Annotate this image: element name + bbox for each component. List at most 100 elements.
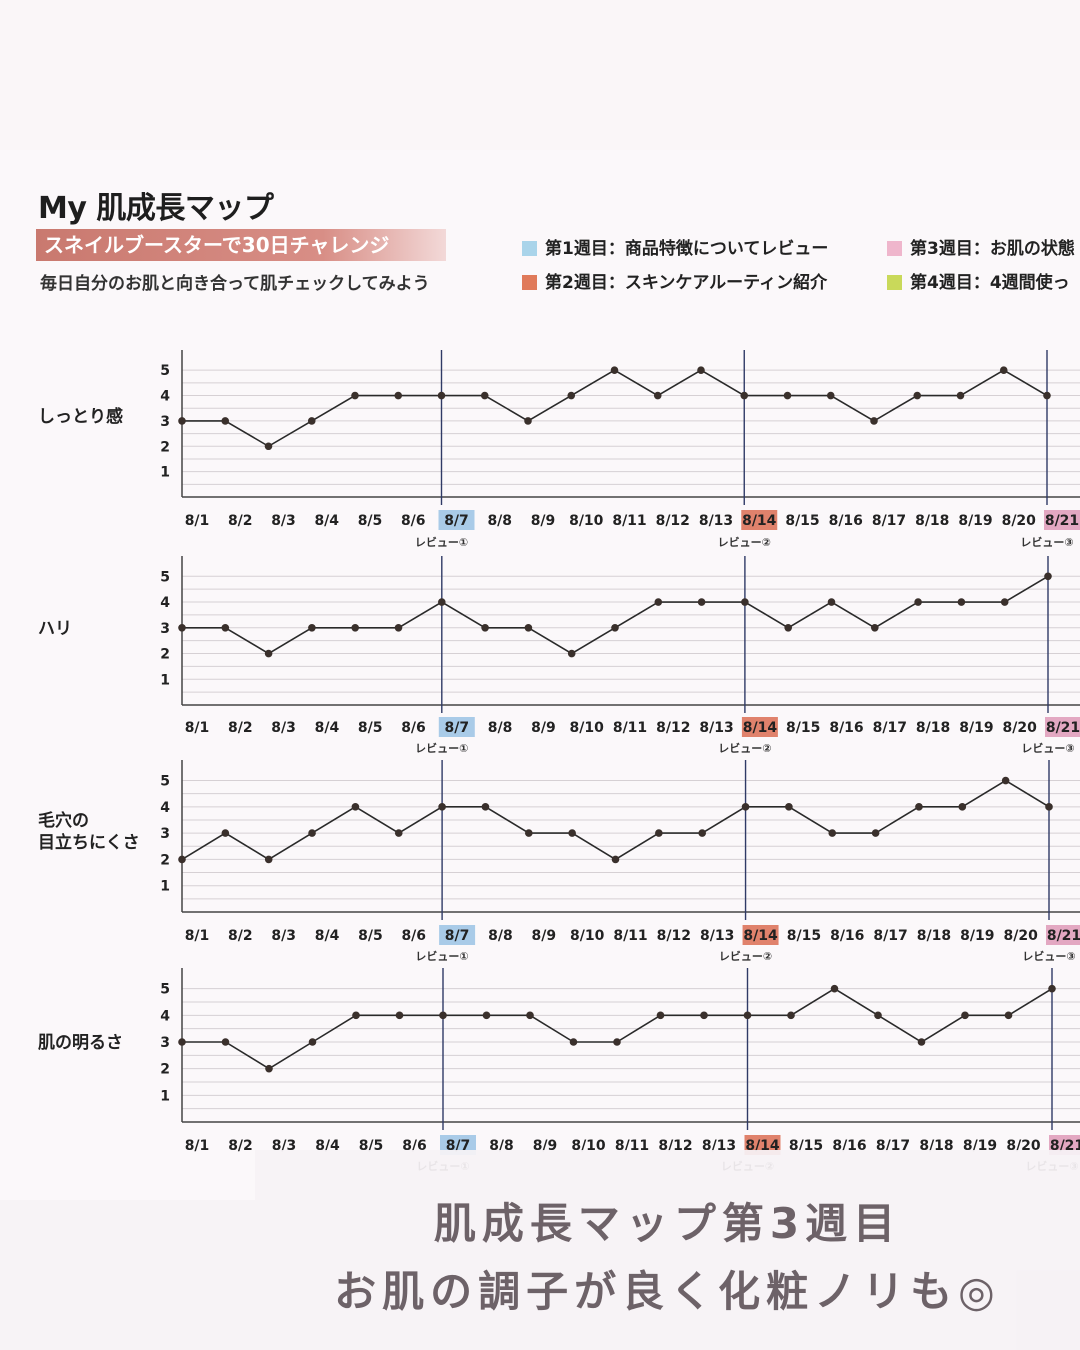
date-highlight xyxy=(1045,717,1080,737)
x-tick-label: 8/2 xyxy=(228,720,253,736)
data-point xyxy=(308,623,316,632)
row-label-brightness-text: 肌の明るさ xyxy=(38,1033,123,1053)
data-point xyxy=(827,598,836,606)
x-tick-label: 8/6 xyxy=(401,513,426,529)
data-point xyxy=(568,829,576,837)
x-tick-label: 8/17 xyxy=(873,720,907,736)
data-point xyxy=(221,829,230,837)
data-point xyxy=(917,1038,926,1046)
x-tick-label: 8/12 xyxy=(656,720,690,736)
y-tick-label: 5 xyxy=(160,982,170,998)
date-highlight xyxy=(439,925,476,945)
x-tick-label: 8/16 xyxy=(830,928,864,944)
caption-line-1: 肌成長マップ第3週目 xyxy=(433,1199,902,1248)
data-point xyxy=(264,442,273,451)
background-top xyxy=(0,0,1080,150)
data-point xyxy=(264,855,273,864)
y-tick-label: 2 xyxy=(160,439,170,455)
row-label-brightness: 肌の明るさ xyxy=(38,1032,123,1054)
x-tick-label: 8/3 xyxy=(271,513,296,529)
data-point xyxy=(913,391,922,400)
x-tick-label: 8/3 xyxy=(271,720,296,736)
data-point xyxy=(697,366,705,374)
x-tick-label: 8/14 xyxy=(743,928,778,944)
data-point xyxy=(308,829,316,837)
data-point xyxy=(961,1011,969,1020)
x-tick-label: 8/14 xyxy=(743,720,778,736)
y-tick-label: 5 xyxy=(160,774,170,790)
paper-sheet xyxy=(0,150,1080,1200)
y-tick-label: 2 xyxy=(160,1062,170,1078)
x-tick-label: 8/7 xyxy=(444,513,469,529)
data-point xyxy=(698,829,706,837)
data-point xyxy=(567,649,576,658)
x-tick-label: 8/19 xyxy=(960,928,994,944)
date-highlight xyxy=(741,717,778,737)
data-point xyxy=(439,1011,447,1020)
data-point xyxy=(352,1011,360,1020)
date-highlight xyxy=(742,925,779,945)
x-tick-label: 8/11 xyxy=(613,928,647,944)
x-tick-label: 8/2 xyxy=(228,928,253,944)
x-tick-label: 8/19 xyxy=(959,720,993,736)
legend-swatch-week2 xyxy=(522,275,537,290)
caption-overlay: 肌成長マップ第3週目 お肌の調子が良く化粧ノリも◎ xyxy=(255,1150,1080,1350)
x-tick-label: 8/15 xyxy=(786,720,820,736)
data-point xyxy=(221,623,230,632)
x-tick-label: 8/5 xyxy=(358,513,383,529)
data-point xyxy=(1048,984,1056,993)
y-tick-label: 1 xyxy=(160,1088,170,1104)
y-tick-label: 2 xyxy=(160,852,170,868)
legend-week4: 第4週目：4週間使っ xyxy=(887,268,1070,293)
data-point xyxy=(700,1011,708,1020)
legend-label-week1: 第1週目：商品特徴についてレビュー xyxy=(545,239,829,259)
y-tick-label: 4 xyxy=(160,800,170,816)
review-label: レビュー③ xyxy=(1022,949,1075,963)
data-point xyxy=(785,803,793,811)
x-tick-label: 8/1 xyxy=(185,928,210,944)
data-point xyxy=(611,855,620,864)
y-tick-label: 4 xyxy=(160,1008,170,1024)
x-tick-label: 8/4 xyxy=(315,720,340,736)
date-highlight xyxy=(1044,510,1080,530)
review-label: レビュー② xyxy=(719,949,772,963)
x-tick-label: 8/17 xyxy=(872,513,906,529)
legend-swatch-week1 xyxy=(522,241,537,256)
x-tick-label: 8/10 xyxy=(569,513,604,529)
data-point xyxy=(741,803,750,811)
x-tick-label: 8/17 xyxy=(873,928,907,944)
data-point xyxy=(221,1038,230,1046)
data-point xyxy=(567,391,576,400)
data-point xyxy=(524,623,533,632)
x-tick-label: 8/11 xyxy=(612,513,646,529)
data-point xyxy=(351,803,360,811)
review-label: レビュー① xyxy=(415,535,468,549)
data-point xyxy=(178,855,186,864)
x-tick-label: 8/18 xyxy=(915,513,949,529)
data-point xyxy=(655,829,663,837)
x-tick-label: 8/5 xyxy=(358,720,383,736)
data-point xyxy=(1043,391,1051,400)
x-tick-label: 8/4 xyxy=(315,928,340,944)
review-label: レビュー③ xyxy=(1021,741,1074,755)
x-tick-label: 8/20 xyxy=(1002,513,1037,529)
x-tick-label: 8/9 xyxy=(531,513,556,529)
data-point xyxy=(482,1011,491,1020)
y-tick-label: 5 xyxy=(160,363,170,379)
x-tick-label: 8/9 xyxy=(531,928,556,944)
date-highlight xyxy=(438,717,475,737)
y-tick-label: 2 xyxy=(160,647,170,663)
data-point xyxy=(351,391,359,400)
x-tick-label: 8/11 xyxy=(613,720,647,736)
x-tick-label: 8/20 xyxy=(1003,720,1038,736)
y-tick-label: 4 xyxy=(160,595,170,611)
data-point xyxy=(481,623,489,632)
data-point xyxy=(957,598,966,606)
data-point xyxy=(914,598,922,606)
data-point xyxy=(1044,572,1052,581)
x-tick-label: 8/8 xyxy=(488,720,513,736)
x-tick-label: 8/12 xyxy=(657,928,691,944)
data-point xyxy=(308,1038,317,1046)
x-tick-label: 8/1 xyxy=(185,720,210,736)
row-label-moisture: しっとり感 xyxy=(38,406,123,428)
